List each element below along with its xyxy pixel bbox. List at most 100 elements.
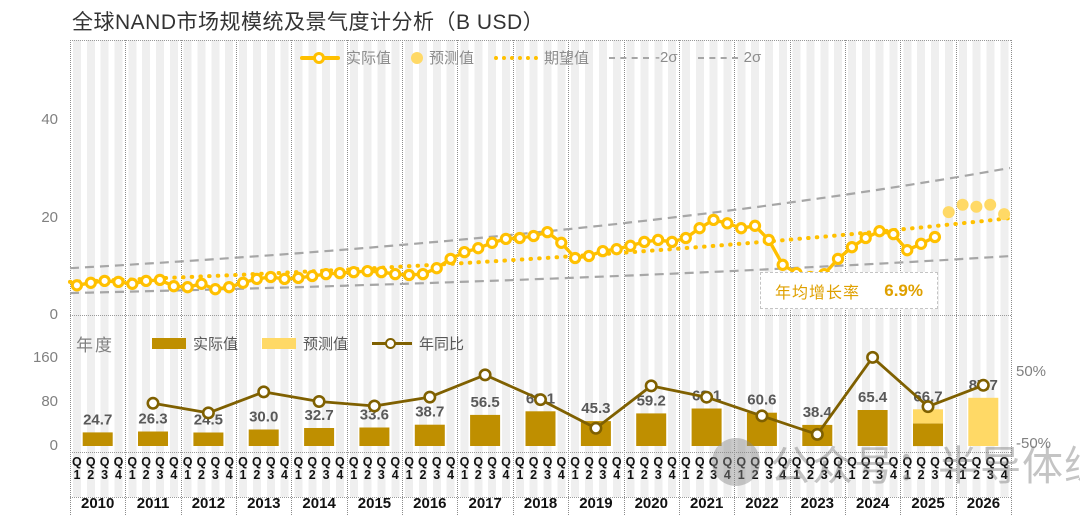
actual-point-marker <box>529 231 538 240</box>
quarter-tick-label: Q1 <box>679 456 693 482</box>
legend-label: 2σ <box>744 49 762 66</box>
yoy-point-marker <box>369 401 379 411</box>
quarter-tick-label: Q2 <box>361 456 375 482</box>
actual-bar <box>83 432 113 446</box>
legend-item-forecast: 预测值 <box>411 47 474 68</box>
actual-point-marker <box>266 272 275 281</box>
actual-point-marker <box>377 268 386 277</box>
x-axis: Q1Q2Q3Q42010Q1Q2Q3Q42011Q1Q2Q3Q42012Q1Q2… <box>70 456 1011 512</box>
actual-point-marker <box>225 283 234 292</box>
yoy-point-marker <box>535 394 545 404</box>
yoy-point-marker <box>314 396 324 406</box>
year-tick-label: 2020 <box>635 495 668 512</box>
x-axis-year-group: Q1Q2Q3Q42020 <box>624 456 679 512</box>
forecast-point <box>957 199 969 211</box>
year-tick-label: 2013 <box>247 495 280 512</box>
x-axis-year-group: Q1Q2Q3Q42019 <box>568 456 623 512</box>
quarter-tick-label: Q3 <box>374 456 388 482</box>
x-axis-year-group: Q1Q2Q3Q42010 <box>70 456 125 512</box>
actual-bar <box>359 428 389 447</box>
legend-label: 预测值 <box>303 333 348 354</box>
forecast-bar <box>968 398 998 446</box>
actual-point-marker <box>571 253 580 262</box>
bar-value-label: 32.7 <box>304 407 333 424</box>
quarter-tick-label: Q1 <box>236 456 250 482</box>
dashed-line-icon <box>698 57 738 59</box>
x-axis-year-group: Q1Q2Q3Q42013 <box>236 456 291 512</box>
nand-market-chart-page: 全球NAND市场规模统及景气度计分析（B USD） 实际值 预测值 期望值 -2… <box>0 0 1080 516</box>
quarter-tick-label: Q2 <box>914 456 928 482</box>
actual-point-marker <box>418 270 427 279</box>
year-tick-label: 2022 <box>745 495 778 512</box>
quarter-tick-label: Q1 <box>734 456 748 482</box>
actual-point-marker <box>391 270 400 279</box>
x-axis-year-group: Q1Q2Q3Q42025 <box>900 456 955 512</box>
quarter-tick-label: Q4 <box>720 456 734 482</box>
quarter-tick-label: Q3 <box>928 456 942 482</box>
actual-point-marker <box>349 268 358 277</box>
year-tick-label: 2016 <box>413 495 446 512</box>
actual-bar <box>470 415 500 446</box>
quarter-tick-label: Q1 <box>956 456 970 482</box>
actual-point-marker <box>252 274 261 283</box>
year-tick-label: 2023 <box>801 495 834 512</box>
legend-label: 实际值 <box>193 333 238 354</box>
quarter-tick-label: Q4 <box>444 456 458 482</box>
quarter-tick-label: Q4 <box>554 456 568 482</box>
yoy-point-marker <box>923 401 933 411</box>
actual-point-marker <box>681 233 690 242</box>
cagr-value: 6.9% <box>884 281 923 301</box>
quarter-tick-label: Q1 <box>624 456 638 482</box>
legend-item-forecast-bar: 预测值 <box>262 333 348 354</box>
actual-point-marker <box>501 234 510 243</box>
quarter-tick-label: Q1 <box>347 456 361 482</box>
actual-point-marker <box>294 273 303 282</box>
expected-dotted-line-icon <box>494 56 538 60</box>
yoy-point-marker <box>203 408 213 418</box>
x-axis-year-group: Q1Q2Q3Q42018 <box>513 456 568 512</box>
actual-point-marker <box>626 241 635 250</box>
quarter-tick-label: Q1 <box>181 456 195 482</box>
actual-point-marker <box>86 278 95 287</box>
actual-point-marker <box>72 281 81 290</box>
actual-bar <box>249 430 279 447</box>
bar-value-label: 24.7 <box>83 411 112 428</box>
quarter-tick-label: Q4 <box>997 456 1011 482</box>
x-axis-year-group: Q1Q2Q3Q42012 <box>181 456 236 512</box>
x-axis-year-group: Q1Q2Q3Q42024 <box>845 456 900 512</box>
quarter-tick-label: Q2 <box>804 456 818 482</box>
legend-label: 期望值 <box>544 47 589 68</box>
actual-point-marker <box>183 283 192 292</box>
actual-point-marker <box>723 219 732 228</box>
actual-point-marker <box>363 267 372 276</box>
bar-value-label: 56.5 <box>470 394 499 411</box>
x-axis-year-group: Q1Q2Q3Q42015 <box>347 456 402 512</box>
actual-point-marker <box>903 246 912 255</box>
legend-item-minus2sigma: -2σ <box>609 49 678 66</box>
actual-point-marker <box>280 274 289 283</box>
quarter-tick-label: Q3 <box>873 456 887 482</box>
quarter-tick-label: Q4 <box>887 456 901 482</box>
yoy-point-marker <box>591 423 601 433</box>
actual-line-marker-icon <box>300 52 340 64</box>
legend-item-expected: 期望值 <box>494 47 589 68</box>
quarter-tick-label: Q2 <box>305 456 319 482</box>
year-tick-label: 2025 <box>911 495 944 512</box>
year-gridline <box>1011 40 1012 515</box>
year-tick-label: 2018 <box>524 495 557 512</box>
quarter-tick-label: Q3 <box>762 456 776 482</box>
axis-tick-label: 20 <box>8 209 58 226</box>
quarter-tick-label: Q4 <box>776 456 790 482</box>
top-chart-legend: 实际值 预测值 期望值 -2σ 2σ <box>300 47 761 68</box>
year-tick-label: 2021 <box>690 495 723 512</box>
quarter-tick-label: Q1 <box>402 456 416 482</box>
forecast-dot-icon <box>411 52 423 64</box>
actual-point-marker <box>598 247 607 256</box>
quarter-tick-label: Q2 <box>139 456 153 482</box>
quarter-tick-label: Q4 <box>167 456 181 482</box>
forecast-point <box>984 199 996 211</box>
quarter-tick-label: Q2 <box>471 456 485 482</box>
quarter-tick-label: Q3 <box>485 456 499 482</box>
quarter-tick-label: Q1 <box>70 456 84 482</box>
legend-item-actual-bar: 实际值 <box>152 333 238 354</box>
